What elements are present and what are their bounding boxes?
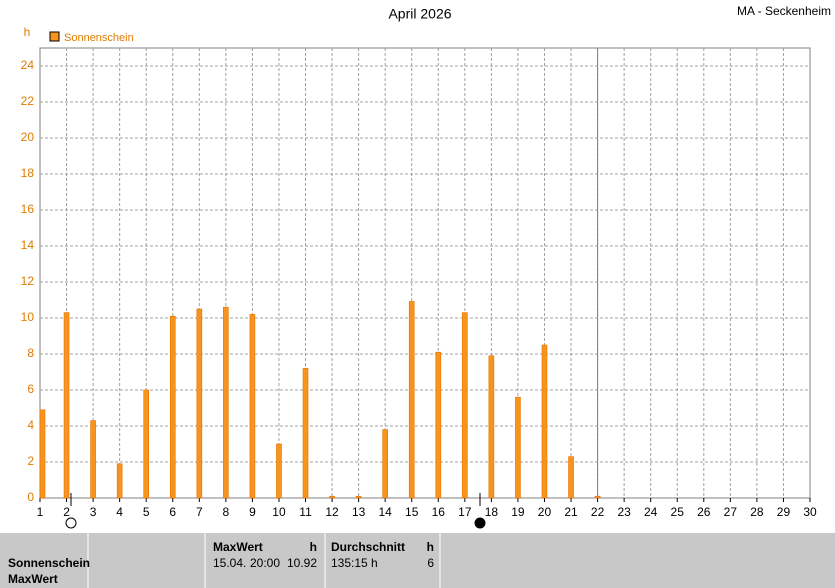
- max-time: 20:00: [250, 556, 280, 570]
- y-tick-label: 22: [21, 94, 35, 108]
- x-tick-label: 9: [249, 505, 256, 519]
- y-tick-label: 0: [27, 490, 34, 504]
- x-tick-label: 21: [564, 505, 578, 519]
- x-tick-label: 3: [90, 505, 97, 519]
- bar: [63, 312, 70, 499]
- x-tick-label: 15: [405, 505, 419, 519]
- row-label: Sonnenschein: [8, 556, 90, 570]
- bar: [39, 409, 46, 499]
- x-tick-label: 14: [378, 505, 392, 519]
- bar: [223, 306, 229, 499]
- plot-frame: [39, 47, 811, 499]
- bar: [302, 368, 309, 499]
- summary-table: Sonnenschein MaxWert MaxWert h 15.04. 20…: [0, 533, 835, 588]
- bar: [462, 312, 468, 499]
- chart: April 2026 MA - Seckenheim h Sonnenschei…: [21, 4, 831, 529]
- y-tick-label: 24: [21, 58, 35, 72]
- bar: [90, 420, 96, 499]
- avg-value: 6: [427, 556, 434, 570]
- x-tick-label: 17: [458, 505, 472, 519]
- total-value: 135:15 h: [331, 556, 378, 570]
- y-tick-label: 14: [21, 238, 35, 252]
- bar: [249, 314, 256, 499]
- x-tick-label: 1: [37, 505, 44, 519]
- y-tick-label: 20: [21, 130, 35, 144]
- x-tick-label: 24: [644, 505, 658, 519]
- legend-label: Sonnenschein: [64, 32, 134, 44]
- bar: [116, 463, 123, 499]
- x-tick-label: 6: [169, 505, 176, 519]
- column-header: MaxWert: [213, 540, 263, 554]
- x-tick-label: 28: [750, 505, 764, 519]
- row-label: MaxWert: [8, 572, 58, 586]
- x-tick-label: 13: [352, 505, 366, 519]
- y-tick-label: 8: [27, 346, 34, 360]
- x-tick-label: 5: [143, 505, 150, 519]
- column-unit: h: [427, 540, 434, 554]
- x-tick-label: 26: [697, 505, 711, 519]
- bar: [435, 351, 442, 499]
- legend-swatch: [49, 31, 60, 42]
- bar: [276, 443, 282, 499]
- bar: [408, 301, 415, 499]
- x-tick-label: 19: [511, 505, 525, 519]
- x-tick-label: 10: [272, 505, 286, 519]
- bar: [515, 396, 521, 499]
- y-tick-label: 2: [27, 454, 34, 468]
- bar: [169, 315, 176, 499]
- column-header: Durchschnitt: [331, 540, 405, 554]
- y-tick-label: 18: [21, 166, 35, 180]
- x-tick-label: 7: [196, 505, 203, 519]
- bar: [541, 344, 548, 499]
- max-date: 15.04.: [213, 556, 246, 570]
- x-tick-label: 25: [671, 505, 685, 519]
- x-tick-label: 22: [591, 505, 605, 519]
- x-tick-label: 2: [63, 505, 70, 519]
- x-tick-label: 16: [432, 505, 446, 519]
- y-tick-label: 6: [27, 382, 34, 396]
- y-tick-label: 10: [21, 310, 35, 324]
- y-tick-label: 4: [27, 418, 34, 432]
- new-moon-icon: [474, 517, 486, 529]
- bar: [196, 308, 203, 499]
- x-tick-label: 30: [803, 505, 817, 519]
- x-tick-label: 20: [538, 505, 552, 519]
- bar: [568, 456, 574, 499]
- y-tick-label: 12: [21, 274, 35, 288]
- x-tick-label: 23: [617, 505, 631, 519]
- chart-title: April 2026: [388, 6, 451, 22]
- x-tick-label: 8: [223, 505, 230, 519]
- max-value: 10.92: [287, 556, 317, 570]
- full-moon-icon: [65, 517, 77, 529]
- bar: [143, 389, 150, 499]
- y-axis-label: h: [24, 25, 31, 39]
- bar: [329, 495, 335, 499]
- bar: [594, 495, 601, 499]
- bar: [355, 495, 362, 499]
- table-background: [0, 533, 835, 588]
- x-tick-label: 12: [325, 505, 339, 519]
- bar: [382, 429, 388, 499]
- x-tick-label: 18: [485, 505, 499, 519]
- station-name: MA - Seckenheim: [737, 4, 831, 18]
- x-tick-label: 27: [724, 505, 738, 519]
- x-tick-label: 29: [777, 505, 791, 519]
- column-unit: h: [310, 540, 317, 554]
- y-tick-label: 16: [21, 202, 35, 216]
- bar: [488, 355, 495, 499]
- x-tick-label: 4: [116, 505, 123, 519]
- x-tick-label: 11: [299, 505, 312, 519]
